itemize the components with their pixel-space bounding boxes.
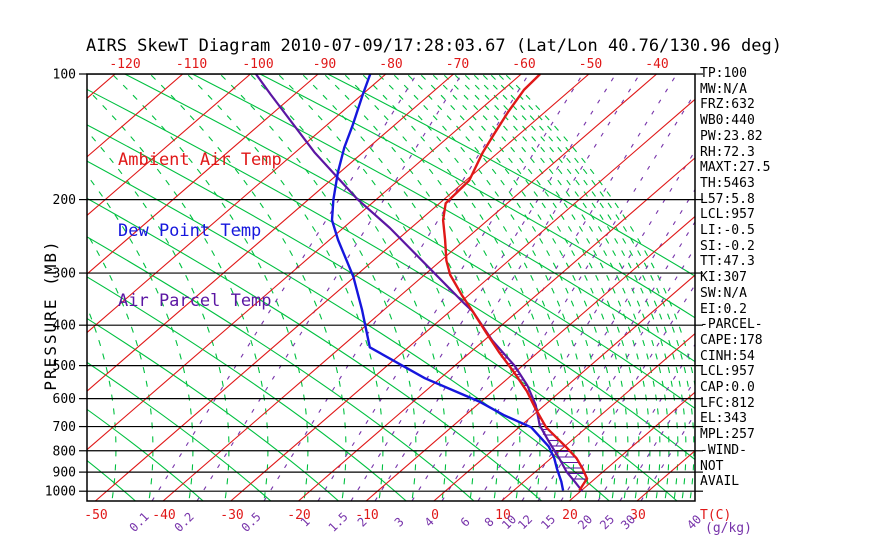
- bottom-temp-label: 20: [562, 508, 578, 523]
- top-temp-label: -90: [313, 57, 336, 72]
- pressure-axis-title: PRESSURE (MB): [41, 239, 60, 390]
- panel-line-lcl-957: LCL:957: [700, 364, 755, 380]
- mixing-ratio-label: 25: [597, 512, 617, 532]
- dry-adiabats: [87, 74, 695, 501]
- panel-line-pw-23-82: PW:23.82: [700, 128, 763, 144]
- isotherms: [87, 74, 695, 501]
- moist-adiabats: [87, 74, 695, 501]
- top-temp-label: -80: [379, 57, 402, 72]
- panel-line-tt-47-3: TT:47.3: [700, 254, 755, 270]
- legend-air-parcel-temp: Air Parcel Temp: [118, 291, 272, 311]
- page-title: AIRS SkewT Diagram 2010-07-09/17:28:03.6…: [86, 36, 782, 56]
- top-temp-label: -50: [579, 57, 602, 72]
- dew-point-temp-trace: [330, 74, 565, 491]
- top-temp-label: -60: [512, 57, 535, 72]
- mixing-ratio-label: 20: [575, 512, 595, 532]
- panel-line-lfc-812: LFC:812: [700, 395, 755, 411]
- bottom-temp-label: 10: [495, 508, 511, 523]
- panel-line-ki-307: KI:307: [700, 270, 747, 286]
- mixing-ratio-label: 12: [515, 512, 535, 532]
- top-temp-label: -120: [109, 57, 140, 72]
- skewt-grid: [87, 74, 695, 501]
- mixing-ratio-label: 3: [392, 515, 407, 530]
- air-parcel-temp-trace: [255, 74, 583, 492]
- panel-line-not: NOT: [700, 458, 724, 474]
- pressure-tick-labels: 100 200 300 400 500 600 700 800 900 1000: [45, 68, 76, 500]
- bottom-temp-label: -10: [355, 508, 378, 523]
- temp-axis-title: T(C): [700, 508, 731, 523]
- bottom-temp-label: -30: [220, 508, 243, 523]
- bottom-temp-label: -40: [152, 508, 175, 523]
- panel-line-l57-5-8: L57:5.8: [700, 191, 755, 207]
- pressure-label-100: 100: [53, 68, 76, 83]
- bottom-temp-labels: -50 -40 -30 -20 -10 0 10 20 30: [84, 508, 646, 523]
- bottom-temp-label: 0: [431, 508, 439, 523]
- bottom-temp-label: 30: [630, 508, 646, 523]
- top-temp-label: -110: [176, 57, 207, 72]
- legend-ambient-air-temp: Ambient Air Temp: [118, 150, 282, 170]
- bottom-temp-label: -20: [287, 508, 310, 523]
- top-temp-label: -40: [645, 57, 668, 72]
- mixing-ratio-lines: [151, 74, 695, 501]
- panel-line-th-5463: TH:5463: [700, 175, 755, 191]
- panel-line-avail: AVAIL: [700, 474, 740, 490]
- panel-line--wind-: -WIND-: [700, 442, 747, 458]
- panel-line-maxt-27-5: MAXT:27.5: [700, 160, 771, 176]
- isobars: [87, 74, 695, 492]
- legend: Ambient Air Temp Dew Point Temp Air Parc…: [118, 102, 282, 361]
- pressure-label-1000: 1000: [45, 485, 76, 500]
- panel-line-li-0-5: LI:-0.5: [700, 223, 755, 239]
- bottom-temp-label: -50: [84, 508, 107, 523]
- panel-line-ei-0-2: EI:0.2: [700, 301, 747, 317]
- ambient-air-temp-trace: [441, 74, 589, 492]
- top-temp-labels: -120 -110 -100 -90 -80 -70 -60 -50 -40: [109, 57, 668, 72]
- pressure-label-300: 300: [53, 267, 76, 282]
- mixing-ratio-axis-title: (g/kg): [705, 521, 752, 536]
- mixing-ratio-label: 1.5: [326, 510, 351, 535]
- panel-line-mw-n-a: MW:N/A: [700, 81, 747, 97]
- panel-line-rh-72-3: RH:72.3: [700, 144, 755, 160]
- top-temp-label: -100: [242, 57, 273, 72]
- panel-line-mpl-257: MPL:257: [700, 427, 755, 443]
- mixing-ratio-label: 6: [458, 515, 473, 530]
- pressure-label-500: 500: [53, 359, 76, 374]
- pressure-label-400: 400: [53, 319, 76, 334]
- mixing-ratio-label: 15: [538, 512, 558, 532]
- panel-line-tp-100: TP:100: [700, 66, 747, 81]
- panel-line-wb0-440: WB0:440: [700, 113, 755, 129]
- panel-line-cape-178: CAPE:178: [700, 332, 763, 348]
- panel-line-frz-632: FRZ:632: [700, 97, 755, 113]
- pressure-label-800: 800: [53, 444, 76, 459]
- legend-dew-point-temp: Dew Point Temp: [118, 220, 262, 241]
- panel-line-si-0-2: SI:-0.2: [700, 238, 755, 254]
- pressure-label-200: 200: [53, 193, 76, 208]
- pressure-ticks: [79, 73, 703, 492]
- panel-line--parcel-: -PARCEL-: [700, 317, 763, 333]
- mixing-ratio-label: 0.1: [127, 510, 152, 535]
- pressure-label-700: 700: [53, 420, 76, 435]
- panel-line-cap-0-0: CAP:0.0: [700, 380, 755, 396]
- panel-line-sw-n-a: SW:N/A: [700, 285, 747, 301]
- pressure-label-900: 900: [53, 466, 76, 481]
- panel-line-lcl-957: LCL:957: [700, 207, 755, 223]
- top-temp-label: -70: [446, 57, 469, 72]
- panel-line-cinh-54: CINH:54: [700, 348, 755, 364]
- pressure-label-600: 600: [53, 392, 76, 407]
- plot-frame: [86, 73, 696, 502]
- sounding-stats-panel: TP:100 MW:N/A FRZ:632 WB0:440 PW:23.82 RH:72.…: [700, 66, 770, 490]
- panel-line-el-343: EL:343: [700, 411, 747, 427]
